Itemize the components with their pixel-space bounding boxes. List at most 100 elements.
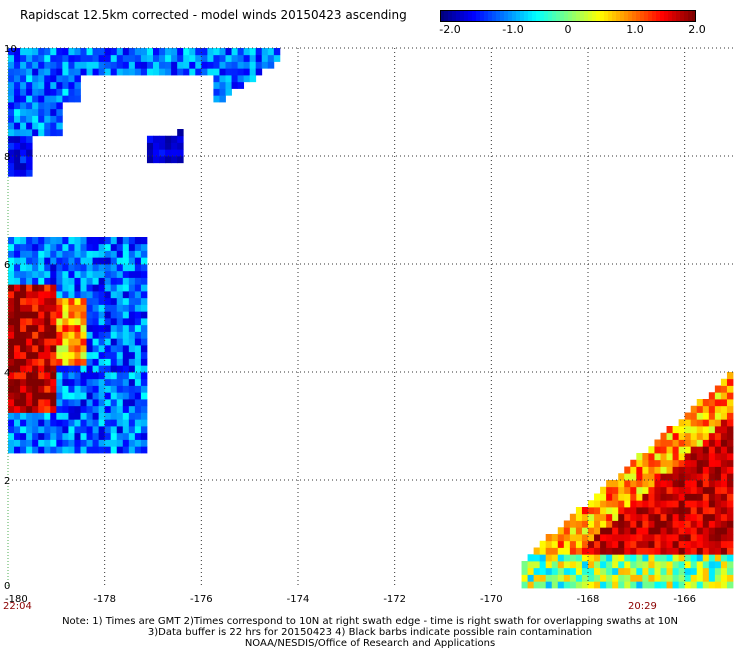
swath-cell	[678, 500, 686, 508]
swath-cell	[273, 48, 281, 56]
swath-cell	[92, 270, 100, 278]
swath-cell	[50, 237, 57, 245]
swath-cell	[606, 527, 613, 535]
swath-cell	[648, 486, 655, 494]
colorbar	[440, 10, 696, 22]
swath-cell	[62, 237, 69, 245]
swath-cell	[726, 507, 734, 515]
swath-cell	[696, 500, 704, 508]
swath-cell	[231, 54, 238, 62]
swath-cell	[116, 257, 124, 265]
swath-cell	[654, 473, 661, 481]
swath-cell	[20, 270, 27, 278]
swath-cell	[666, 534, 673, 542]
swath-cell	[104, 446, 112, 454]
swath-cell	[92, 250, 100, 258]
swath-cell	[684, 513, 692, 521]
swath-cell	[38, 426, 45, 434]
swath-cell	[225, 61, 232, 69]
swath-cell	[618, 567, 625, 575]
swath-cell	[32, 277, 39, 285]
swath-cell	[110, 264, 118, 272]
swath-cell	[8, 419, 15, 427]
swath-cell	[714, 500, 722, 508]
swath-cell	[636, 547, 643, 555]
swath-cell	[74, 351, 81, 359]
swath-cell	[20, 122, 27, 130]
swath-cell	[122, 432, 130, 440]
swath-cell	[128, 311, 136, 319]
swath-cell	[116, 372, 124, 380]
swath-cell	[630, 554, 637, 562]
swath-cell	[32, 358, 39, 366]
swath-cell	[165, 142, 172, 150]
swath-cell	[62, 426, 69, 434]
swath-cell	[98, 345, 106, 353]
swath-cell	[702, 493, 710, 501]
swath-cell	[624, 581, 631, 589]
swath-cell	[720, 446, 728, 454]
swath-cell	[255, 48, 263, 56]
swath-cell	[98, 372, 106, 380]
swath-cell	[189, 61, 196, 69]
swath-cell	[696, 419, 704, 427]
swath-cell	[50, 102, 57, 110]
swath-cell	[243, 68, 251, 76]
swath-cell	[68, 250, 75, 258]
swath-cell	[128, 297, 136, 305]
swath-cell	[630, 459, 637, 467]
swath-cell	[636, 561, 643, 569]
swath-cell	[38, 318, 45, 326]
swath-cell	[557, 534, 565, 542]
colorbar-tick-label: -2.0	[439, 23, 461, 36]
swath-cell	[56, 426, 63, 434]
swath-cell	[612, 540, 619, 548]
swath-cell	[80, 48, 87, 56]
swath-cell	[32, 412, 39, 420]
swath-cell	[50, 318, 57, 326]
swath-cell	[14, 345, 21, 353]
swath-cell	[74, 68, 81, 76]
swath-cell	[545, 534, 553, 542]
swath-cell	[606, 480, 613, 488]
swath-cell	[32, 304, 39, 312]
swath-cell	[68, 297, 75, 305]
swath-cell	[110, 48, 118, 56]
swath-cell	[128, 304, 136, 312]
swath-cell	[636, 453, 643, 461]
swath-cell	[74, 250, 81, 258]
swath-cell	[177, 142, 184, 150]
swath-cell	[660, 446, 667, 454]
swath-cell	[588, 500, 595, 508]
swath-cell	[201, 61, 208, 69]
swath-cell	[171, 68, 178, 76]
swath-cell	[14, 311, 21, 319]
swath-cell	[249, 68, 257, 76]
swath-cell	[62, 358, 69, 366]
swath-cell	[551, 574, 559, 582]
swath-cell	[237, 61, 245, 69]
swath-cell	[26, 432, 33, 440]
swath-cell	[26, 392, 33, 400]
swath-cell	[696, 480, 704, 488]
swath-cell	[62, 88, 69, 96]
swath-cell	[672, 473, 680, 481]
swath-cell	[581, 513, 589, 521]
swath-cell	[56, 102, 63, 110]
swath-cell	[62, 378, 69, 386]
swath-cell	[551, 534, 559, 542]
swath-cell	[134, 311, 142, 319]
swath-cell	[140, 385, 148, 393]
swath-cell	[165, 156, 172, 164]
swath-cell	[225, 75, 232, 83]
swath-cell	[14, 68, 21, 76]
swath-cell	[110, 345, 118, 353]
swath-cell	[122, 264, 130, 272]
swath-cell	[726, 385, 734, 393]
swath-cell	[38, 331, 45, 339]
swath-cell	[8, 351, 15, 359]
swath-cell	[606, 500, 613, 508]
swath-cell	[8, 392, 15, 400]
swath-cell	[690, 561, 698, 569]
swath-cell	[26, 439, 33, 447]
